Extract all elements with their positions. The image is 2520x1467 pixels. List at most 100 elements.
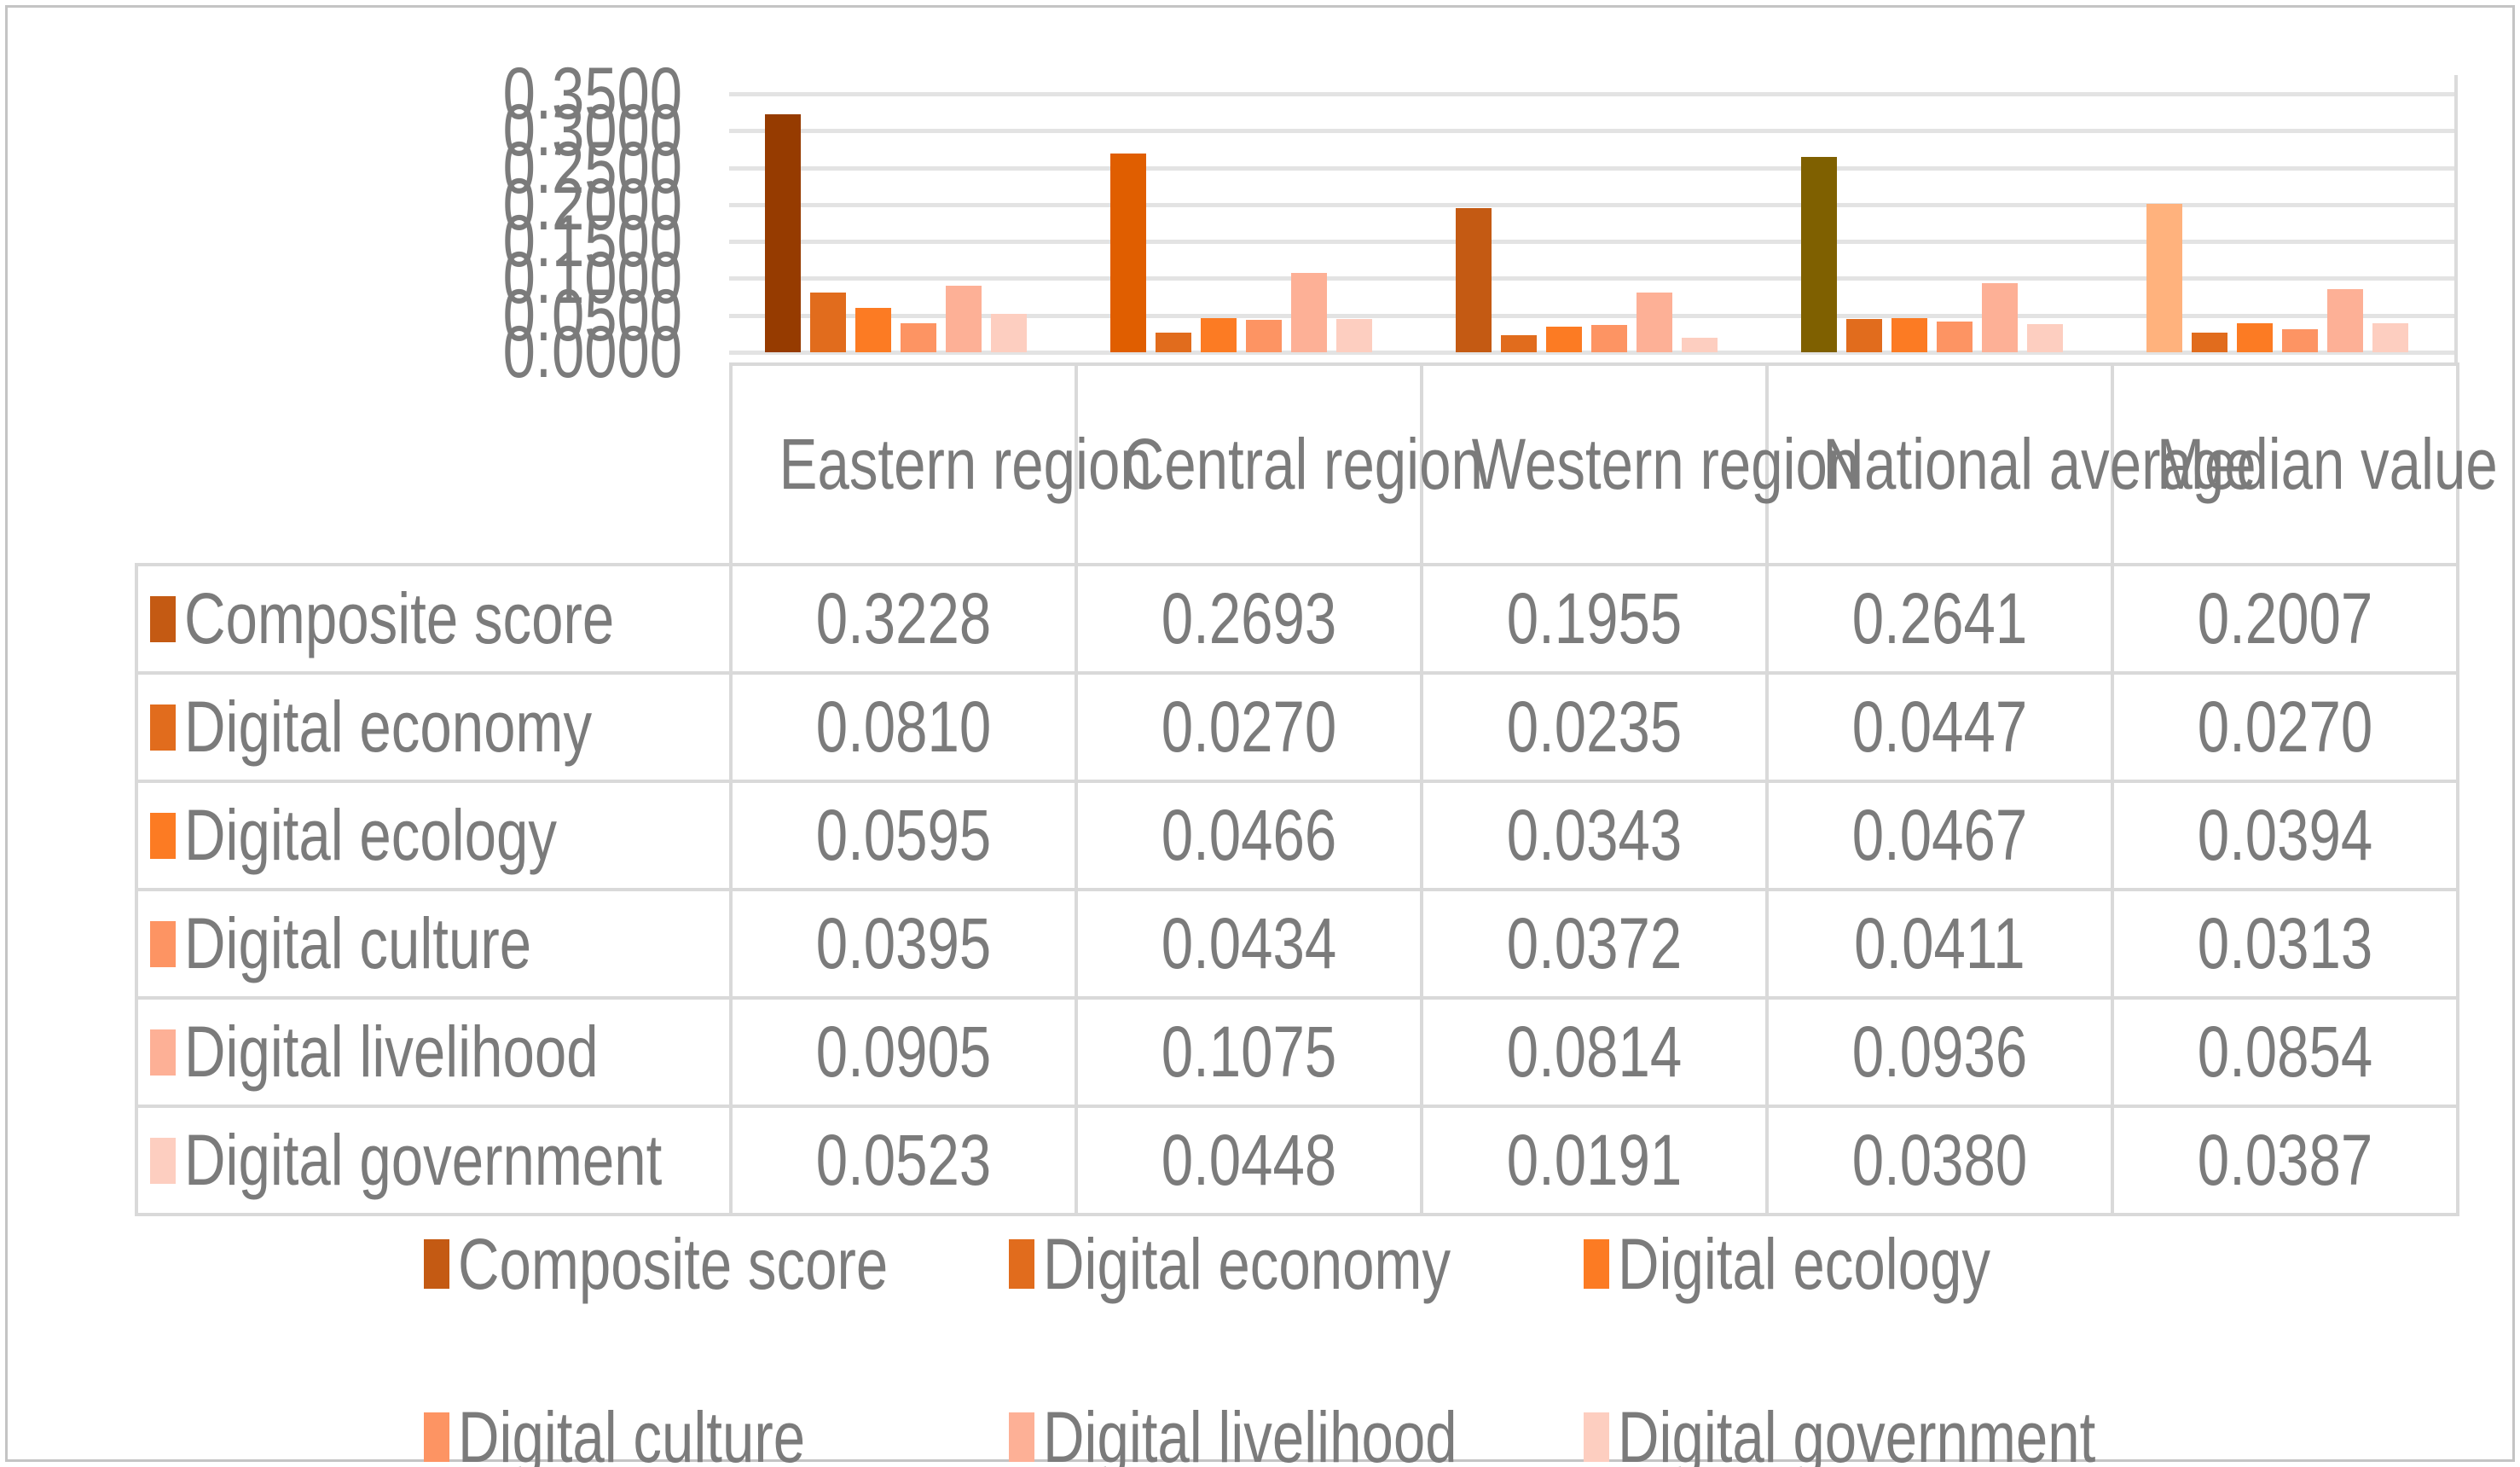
legend-swatch-composite-score bbox=[424, 1239, 449, 1289]
value-cell-digital-livelihood-central-region: 0.1075 bbox=[1075, 996, 1423, 1108]
table-corner-cell bbox=[136, 364, 731, 565]
series-swatch-digital-livelihood bbox=[150, 1029, 176, 1076]
bar-digital-ecology-median-value bbox=[2237, 323, 2273, 352]
bar-digital-livelihood-western-region bbox=[1637, 293, 1672, 352]
bar-composite-score-median-value bbox=[2146, 204, 2182, 352]
value-cell-digital-government-median-value: 0.0387 bbox=[2111, 1105, 2459, 1216]
legend-item-composite-score: Composite score bbox=[424, 1223, 995, 1304]
column-header-median-value: Median value bbox=[2111, 362, 2498, 566]
bar-digital-economy-central-region bbox=[1156, 333, 1191, 352]
value-cell-digital-government-national-average: 0.0380 bbox=[1765, 1105, 2114, 1216]
value-cell-digital-ecology-central-region: 0.0466 bbox=[1075, 780, 1423, 891]
bar-digital-economy-national-average bbox=[1846, 319, 1882, 352]
legend-item-digital-economy: Digital economy bbox=[1009, 1223, 1553, 1304]
bar-digital-ecology-western-region bbox=[1546, 327, 1582, 352]
gridline bbox=[729, 166, 2456, 171]
bar-digital-economy-median-value bbox=[2192, 333, 2227, 352]
value-cell-composite-score-national-average: 0.2641 bbox=[1765, 563, 2114, 675]
bar-digital-government-national-average bbox=[2027, 324, 2063, 352]
gridline bbox=[729, 129, 2456, 133]
row-label-digital-ecology: Digital ecology bbox=[135, 780, 733, 891]
bar-digital-ecology-central-region bbox=[1201, 318, 1237, 352]
bar-digital-government-median-value bbox=[2372, 323, 2408, 352]
legend-label: Digital government bbox=[1618, 1396, 2096, 1467]
bar-digital-culture-eastern-region bbox=[901, 323, 936, 352]
value-cell-digital-culture-national-average: 0.0411 bbox=[1765, 888, 2114, 1000]
legend-item-digital-culture: Digital culture bbox=[424, 1396, 892, 1467]
legend-swatch-digital-ecology bbox=[1584, 1239, 1609, 1289]
gridline bbox=[729, 203, 2456, 207]
legend-label: Digital livelihood bbox=[1043, 1396, 1457, 1467]
gridline bbox=[729, 240, 2456, 244]
y-axis-tick-label: 0.2500 bbox=[502, 127, 682, 209]
gridline bbox=[729, 351, 2456, 355]
legend-item-digital-government: Digital government bbox=[1584, 1396, 2215, 1467]
row-label-digital-culture: Digital culture bbox=[135, 888, 733, 1000]
value-cell-digital-livelihood-western-region: 0.0814 bbox=[1420, 996, 1769, 1108]
series-swatch-digital-government bbox=[150, 1137, 176, 1184]
bar-digital-economy-eastern-region bbox=[810, 293, 846, 352]
legend-label: Digital culture bbox=[458, 1396, 806, 1467]
series-swatch-digital-economy bbox=[150, 704, 176, 751]
bar-digital-culture-central-region bbox=[1246, 320, 1282, 352]
legend-swatch-digital-culture bbox=[424, 1412, 449, 1462]
legend-swatch-digital-economy bbox=[1009, 1239, 1034, 1289]
value-cell-digital-ecology-eastern-region: 0.0595 bbox=[729, 780, 1078, 891]
value-cell-composite-score-central-region: 0.2693 bbox=[1075, 563, 1423, 675]
bar-digital-ecology-national-average bbox=[1891, 318, 1927, 352]
value-cell-digital-culture-median-value: 0.0313 bbox=[2111, 888, 2459, 1000]
bar-digital-livelihood-eastern-region bbox=[946, 286, 982, 352]
series-swatch-digital-ecology bbox=[150, 812, 176, 859]
column-header-central-region: Central region bbox=[1075, 362, 1483, 566]
legend-label: Digital economy bbox=[1043, 1223, 1451, 1304]
legend-swatch-digital-livelihood bbox=[1009, 1412, 1034, 1462]
value-cell-digital-ecology-national-average: 0.0467 bbox=[1765, 780, 2114, 891]
bar-composite-score-western-region bbox=[1456, 208, 1492, 352]
y-axis-tick-label: 0.0000 bbox=[502, 311, 682, 393]
bar-digital-livelihood-central-region bbox=[1291, 273, 1327, 352]
gridline bbox=[729, 276, 2456, 281]
value-cell-digital-ecology-median-value: 0.0394 bbox=[2111, 780, 2459, 891]
y-axis-tick-label: 0.1000 bbox=[502, 237, 682, 319]
y-axis-tick-label: 0.2000 bbox=[502, 164, 682, 246]
value-cell-digital-ecology-western-region: 0.0343 bbox=[1420, 780, 1769, 891]
bar-digital-culture-median-value bbox=[2282, 329, 2318, 352]
bar-composite-score-central-region bbox=[1110, 154, 1146, 352]
legend-item-digital-livelihood: Digital livelihood bbox=[1009, 1396, 1561, 1467]
bar-digital-government-eastern-region bbox=[991, 314, 1027, 352]
column-header-western-region: Western region bbox=[1420, 362, 1859, 566]
bar-digital-livelihood-median-value bbox=[2327, 289, 2363, 352]
bar-composite-score-national-average bbox=[1801, 157, 1837, 352]
value-cell-digital-government-eastern-region: 0.0523 bbox=[729, 1105, 1078, 1216]
value-cell-digital-culture-central-region: 0.0434 bbox=[1075, 888, 1423, 1000]
row-label-digital-economy: Digital economy bbox=[135, 671, 733, 783]
y-axis-tick-label: 0.1500 bbox=[502, 200, 682, 282]
gridline bbox=[729, 92, 2456, 96]
series-swatch-digital-culture bbox=[150, 920, 176, 967]
row-label-digital-government: Digital government bbox=[135, 1105, 733, 1216]
gridline bbox=[729, 314, 2456, 318]
row-label-digital-livelihood: Digital livelihood bbox=[135, 996, 733, 1108]
value-cell-digital-economy-national-average: 0.0447 bbox=[1765, 671, 2114, 783]
bar-digital-government-western-region bbox=[1682, 338, 1718, 352]
value-cell-composite-score-median-value: 0.2007 bbox=[2111, 563, 2459, 675]
row-label-composite-score: Composite score bbox=[135, 563, 733, 675]
value-cell-digital-economy-eastern-region: 0.0810 bbox=[729, 671, 1078, 783]
y-axis-tick-label: 0.0500 bbox=[502, 275, 682, 357]
value-cell-digital-economy-median-value: 0.0270 bbox=[2111, 671, 2459, 783]
value-cell-digital-culture-eastern-region: 0.0395 bbox=[729, 888, 1078, 1000]
column-header-national-average: National average bbox=[1765, 362, 2256, 566]
bar-digital-economy-western-region bbox=[1501, 335, 1537, 352]
value-cell-composite-score-western-region: 0.1955 bbox=[1420, 563, 1769, 675]
legend-label: Composite score bbox=[458, 1223, 889, 1304]
legend-item-digital-ecology: Digital ecology bbox=[1584, 1224, 2083, 1304]
y-axis-tick-label: 0.3000 bbox=[502, 90, 682, 171]
data-table: Eastern region Central region Western regi… bbox=[135, 362, 2498, 1216]
value-cell-digital-livelihood-national-average: 0.0936 bbox=[1765, 996, 2114, 1108]
series-swatch-composite-score bbox=[150, 595, 176, 642]
plot-right-border bbox=[2454, 75, 2458, 362]
bar-digital-culture-national-average bbox=[1937, 322, 1973, 352]
bar-composite-score-eastern-region bbox=[765, 114, 801, 352]
bar-digital-culture-western-region bbox=[1591, 325, 1627, 352]
